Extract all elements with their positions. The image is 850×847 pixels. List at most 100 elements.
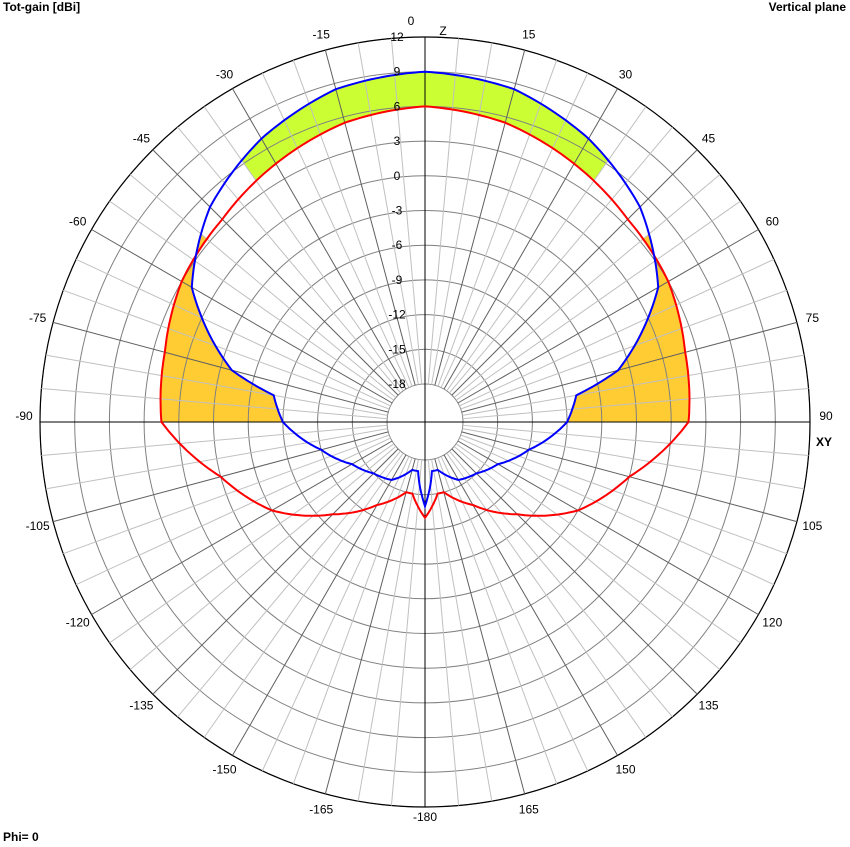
grid-spoke [91, 229, 393, 404]
chart-title: Tot-gain [dBi] [3, 0, 81, 14]
grid-spoke [437, 60, 558, 387]
angle-tick-label: 120 [762, 616, 782, 630]
radial-tick-label: -12 [388, 308, 406, 322]
grid-spoke [41, 387, 388, 420]
grid-spoke [462, 354, 805, 416]
grid-spoke [152, 149, 399, 396]
angle-tick-label: 105 [802, 519, 822, 533]
grid-spoke [357, 42, 419, 385]
grid-spoke [52, 321, 389, 413]
angle-tick-label: 90 [819, 409, 833, 423]
angle-tick-label: -60 [69, 215, 87, 229]
grid-spoke [203, 452, 404, 738]
axis-name-z: Z [439, 24, 446, 38]
grid-spoke [460, 434, 787, 555]
phi-label: Phi= 0 [3, 830, 39, 844]
grid-spoke [451, 149, 698, 396]
grid-spoke [440, 72, 589, 388]
plane-label: Vertical plane [768, 0, 846, 14]
grid-spoke [261, 456, 410, 772]
angle-tick-label: 75 [806, 311, 820, 325]
grid-spoke [434, 49, 526, 386]
grid-spoke [462, 428, 805, 490]
angle-tick-label: -165 [309, 802, 333, 816]
angle-tick-label: 0 [408, 14, 415, 28]
grid-spoke [455, 443, 741, 644]
angle-tick-label: 45 [702, 131, 716, 145]
grid-spoke [462, 424, 809, 457]
grid-spoke [446, 106, 647, 392]
grid-spoke [129, 174, 397, 398]
shaded-area-green-0 [241, 71, 609, 181]
radial-tick-label: -6 [392, 238, 403, 252]
grid-spoke [440, 456, 589, 772]
grid-spoke [446, 452, 647, 738]
grid-spoke [91, 440, 393, 615]
grid-spoke [457, 440, 759, 615]
angle-tick-label: 30 [619, 68, 633, 82]
grid-spoke [434, 458, 526, 795]
angle-tick-label: 165 [519, 802, 539, 816]
grid-spoke [462, 387, 809, 420]
grid-spoke [459, 437, 775, 586]
angle-tick-label: -180 [413, 810, 437, 824]
grid-spoke [427, 459, 460, 806]
grid-spoke [451, 448, 698, 695]
series-red-line [159, 105, 691, 520]
angle-tick-label: 150 [615, 762, 635, 776]
grid-spoke [75, 258, 391, 407]
radial-tick-label: -9 [392, 273, 403, 287]
axis-name-xy: XY [816, 435, 832, 449]
grid-spoke [109, 200, 395, 401]
grid-spoke [461, 321, 798, 413]
grid-spoke [390, 459, 423, 806]
angle-tick-label: -30 [216, 68, 234, 82]
grid-spoke [75, 437, 391, 586]
grid-spoke [457, 229, 759, 404]
grid-spoke [109, 443, 395, 644]
angle-tick-label: -105 [26, 519, 50, 533]
shaded-area-orange-1 [160, 234, 283, 422]
angle-tick-label: -90 [15, 409, 33, 423]
angle-tick-label: 135 [699, 699, 719, 713]
grid-spoke [45, 428, 388, 490]
grid-spoke [427, 38, 460, 385]
radial-tick-label: 3 [394, 134, 401, 148]
grid-spoke [177, 450, 401, 718]
grid-spoke [455, 200, 741, 401]
angle-tick-label: -15 [313, 28, 331, 42]
grid-spoke [431, 42, 493, 385]
grid-spoke [324, 458, 416, 795]
grid-spoke [357, 459, 419, 802]
grid-spoke [390, 38, 423, 385]
series-blue-line [190, 70, 660, 510]
grid-spoke [152, 448, 399, 695]
radial-tick-label: 0 [394, 169, 401, 183]
angle-tick-label: -120 [66, 616, 90, 630]
angle-tick-label: 15 [522, 28, 536, 42]
grid-spoke [292, 457, 413, 784]
grid-spoke [459, 258, 775, 407]
grid-spoke [203, 106, 404, 392]
grid-spoke [261, 72, 410, 388]
grid-spoke [453, 446, 721, 670]
grid-spoke [453, 174, 721, 398]
angle-tick-label: -75 [29, 311, 47, 325]
grid-spoke [449, 126, 673, 394]
grid-spoke [63, 289, 390, 410]
grid-spoke [292, 60, 413, 387]
angle-tick-label: -150 [212, 762, 236, 776]
grid-spoke [431, 459, 493, 802]
grid-spoke [129, 446, 397, 670]
shaded-area-orange-0 [567, 234, 690, 422]
grid-spoke [437, 457, 558, 784]
grid-spoke [45, 354, 388, 416]
angle-tick-label: 60 [766, 215, 780, 229]
grid-spoke [41, 424, 388, 457]
grid-spoke [324, 49, 416, 386]
radial-tick-label: -15 [388, 342, 406, 356]
angle-tick-label: -45 [133, 131, 151, 145]
radial-tick-label: 12 [390, 30, 404, 44]
radial-tick-label: 9 [394, 65, 401, 79]
